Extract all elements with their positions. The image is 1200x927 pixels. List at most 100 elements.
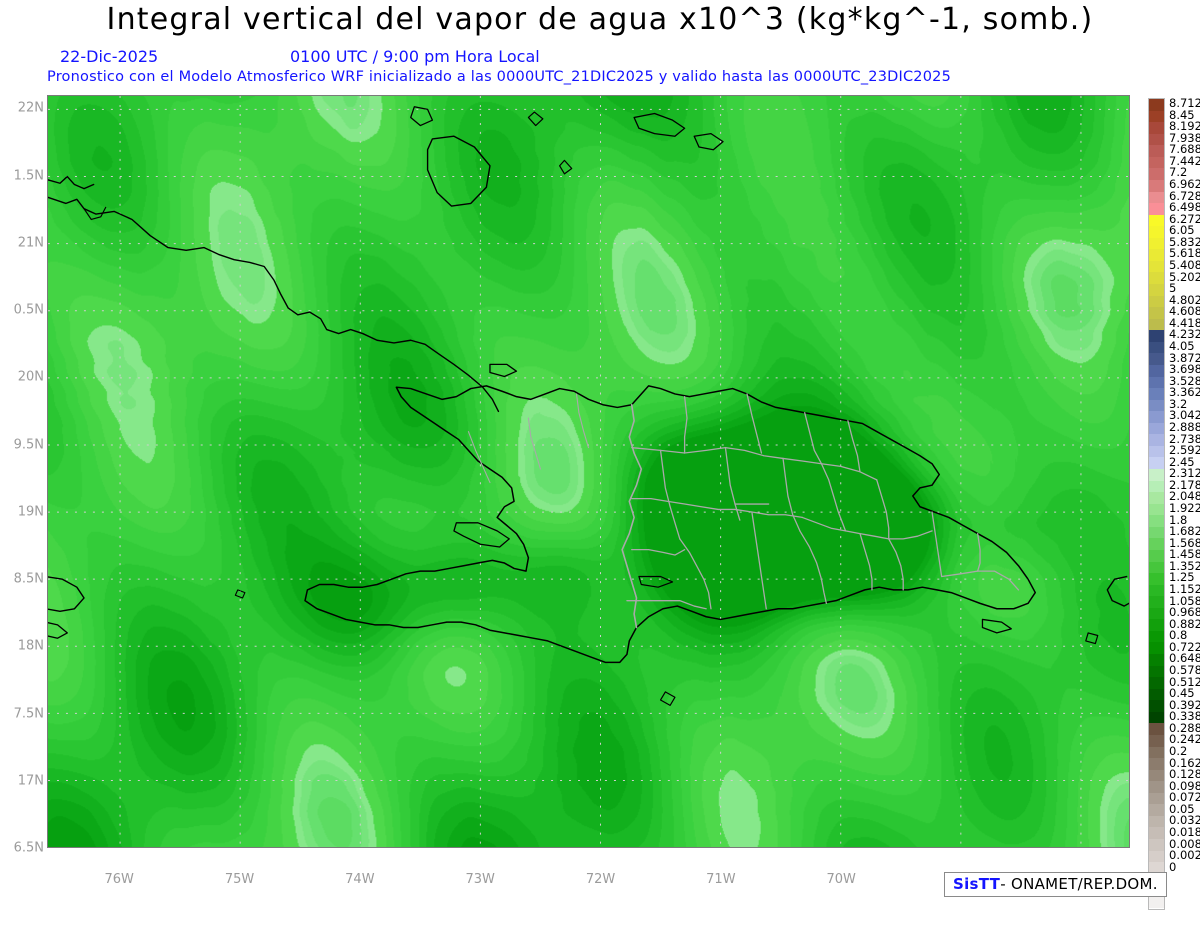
- colorbar-tick-label: 0.128: [1169, 767, 1200, 782]
- colorbar-swatch: [1149, 573, 1164, 585]
- colorbar-tick-label: 2.45: [1169, 454, 1195, 469]
- colorbar-tick-label: 1.058: [1169, 593, 1200, 608]
- water-vapor-field: [48, 96, 1129, 847]
- x-axis-tick-label: 75W: [224, 872, 255, 887]
- colorbar-swatch: [1149, 399, 1164, 412]
- page-title: Integral vertical del vapor de agua x10^…: [106, 2, 1094, 37]
- map-plot-area[interactable]: [47, 95, 1130, 848]
- colorbar-swatch: [1149, 630, 1164, 643]
- x-axis-tick-label: 73W: [465, 872, 495, 887]
- colorbar-tick-label: 7.2: [1169, 165, 1188, 180]
- colorbar-swatch: [1149, 862, 1164, 874]
- colorbar-tick-label: 4.418: [1169, 315, 1200, 330]
- colorbar-swatch: [1149, 607, 1164, 620]
- colorbar-swatch: [1149, 700, 1164, 712]
- colorbar-swatch: [1149, 133, 1164, 146]
- colorbar-swatch: [1149, 260, 1164, 273]
- colorbar-tick-label: 3.2: [1169, 396, 1188, 411]
- colorbar-swatch: [1149, 295, 1164, 308]
- colorbar-swatch: [1149, 896, 1164, 909]
- colorbar-tick-label: 8.45: [1169, 107, 1195, 122]
- colorbar-swatch: [1149, 526, 1164, 539]
- colorbar-tick-label: 0.162: [1169, 755, 1200, 770]
- colorbar-swatch: [1149, 110, 1164, 123]
- colorbar-swatch: [1149, 850, 1164, 863]
- colorbar-swatch: [1149, 307, 1164, 319]
- colorbar: [1148, 98, 1165, 910]
- colorbar-swatch: [1149, 746, 1164, 759]
- colorbar-swatch: [1149, 434, 1164, 446]
- colorbar-tick-label: 6.728: [1169, 188, 1200, 203]
- colorbar-tick-label: 2.738: [1169, 431, 1200, 446]
- colorbar-tick-label: 5.618: [1169, 246, 1200, 261]
- colorbar-swatch: [1149, 815, 1164, 828]
- colorbar-swatch: [1149, 665, 1164, 678]
- colorbar-swatch: [1149, 99, 1164, 111]
- colorbar-swatch: [1149, 619, 1164, 631]
- colorbar-tick-label: 0.648: [1169, 651, 1200, 666]
- y-axis-tick-label: 21N: [17, 235, 44, 251]
- colorbar-tick-label: 0.242: [1169, 732, 1200, 747]
- colorbar-tick-label: 0.45: [1169, 686, 1195, 701]
- colorbar-swatch: [1149, 781, 1164, 793]
- colorbar-tick-label: 0.288: [1169, 720, 1200, 735]
- colorbar-tick-label: 0.2: [1169, 744, 1188, 758]
- colorbar-swatch: [1149, 422, 1164, 435]
- colorbar-tick-label: 0.338: [1169, 709, 1200, 724]
- y-axis-tick-label: 6.5N: [13, 840, 44, 856]
- colorbar-swatch: [1149, 376, 1164, 389]
- colorbar-tick-label: 7.938: [1169, 130, 1200, 145]
- y-axis-tick-label: 18N: [17, 638, 44, 654]
- colorbar-swatch: [1149, 203, 1164, 215]
- colorbar-tick-label: 0.968: [1169, 605, 1200, 620]
- x-axis-tick-label: 71W: [706, 872, 736, 887]
- colorbar-tick-label: 2.312: [1169, 466, 1200, 481]
- attribution-separator: -: [1000, 875, 1006, 893]
- forecast-date: 22-Dic-2025: [60, 47, 159, 66]
- colorbar-tick-label: 1.352: [1169, 558, 1200, 573]
- y-axis-tick-label: 0.5N: [13, 302, 44, 318]
- colorbar-swatch: [1149, 122, 1164, 134]
- colorbar-swatch: [1149, 538, 1164, 550]
- y-axis-tick-label: 9.5N: [13, 437, 44, 453]
- colorbar-tick-label: 1.568: [1169, 535, 1200, 550]
- forecast-cycle: 0100 UTC / 9:00 pm Hora Local: [290, 47, 540, 66]
- colorbar-swatch: [1149, 515, 1164, 527]
- colorbar-tick-label: 3.528: [1169, 373, 1200, 388]
- y-axis-tick-label: 8.5N: [13, 571, 44, 587]
- colorbar-swatch: [1149, 191, 1164, 204]
- colorbar-tick-label: 0.018: [1169, 825, 1200, 839]
- colorbar-swatch: [1149, 723, 1164, 735]
- colorbar-swatch: [1149, 642, 1164, 654]
- header-subtitle-row: 22-Dic-2025 0100 UTC / 9:00 pm Hora Loca…: [0, 47, 1150, 67]
- colorbar-swatch: [1149, 492, 1164, 504]
- colorbar-swatch: [1149, 503, 1164, 516]
- colorbar-swatch: [1149, 596, 1164, 608]
- colorbar-swatch: [1149, 711, 1164, 724]
- colorbar-swatch: [1149, 237, 1164, 250]
- colorbar-tick-label: 0: [1169, 859, 1177, 874]
- colorbar-swatch: [1149, 145, 1164, 157]
- colorbar-tick-label: 1.152: [1169, 582, 1200, 596]
- x-axis-tick-label: 76W: [104, 872, 134, 887]
- colorbar-tick-label: 0.098: [1169, 778, 1200, 793]
- colorbar-swatch: [1149, 677, 1164, 689]
- colorbar-swatch: [1149, 341, 1164, 354]
- y-axis-tick-label: 20N: [17, 369, 44, 385]
- colorbar-tick-label: 0.032: [1169, 813, 1200, 828]
- colorbar-tick-label: 0.008: [1169, 836, 1200, 851]
- colorbar-tick-label: 0.882: [1169, 616, 1200, 631]
- colorbar-swatch: [1149, 318, 1164, 331]
- colorbar-swatch: [1149, 330, 1164, 342]
- y-axis-tick-label: 7.5N: [13, 706, 44, 722]
- colorbar-tick-label: 5.408: [1169, 258, 1200, 272]
- x-axis-tick-label: 74W: [345, 872, 375, 887]
- colorbar-tick-label: 4.232: [1169, 327, 1200, 342]
- colorbar-tick-label: 8.192: [1169, 119, 1200, 134]
- colorbar-tick-label: 0.578: [1169, 663, 1200, 677]
- colorbar-tick-label: 7.442: [1169, 153, 1200, 168]
- colorbar-swatch: [1149, 758, 1164, 770]
- colorbar-tick-label: 1.922: [1169, 501, 1200, 515]
- colorbar-swatch: [1149, 839, 1164, 851]
- model-note: Pronostico con el Modelo Atmosferico WRF…: [47, 69, 952, 85]
